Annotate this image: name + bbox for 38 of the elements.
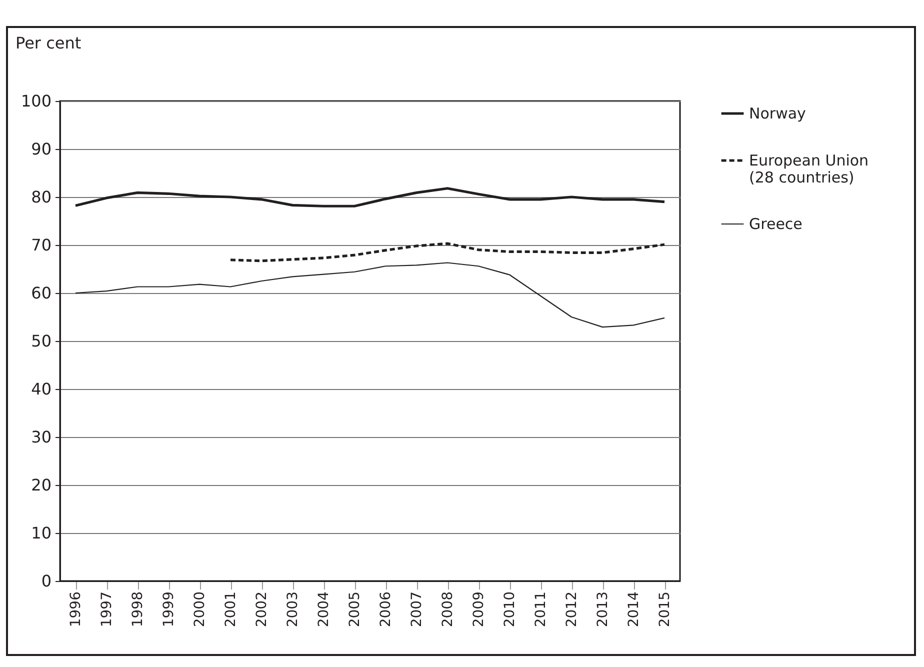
x-tick-label: 1999 <box>161 592 177 628</box>
y-tick-label: 70 <box>31 236 52 254</box>
y-tick-label: 10 <box>31 524 52 542</box>
x-tick-label: 2008 <box>440 592 456 628</box>
x-tick-label: 1997 <box>99 592 115 628</box>
y-tick-label: 0 <box>41 572 52 590</box>
y-tick-label: 50 <box>31 332 52 350</box>
x-tick-label: 2015 <box>657 592 673 628</box>
legend-label: Greece <box>749 215 802 233</box>
x-tick-label: 1996 <box>68 591 84 628</box>
y-tick-label: 90 <box>31 140 52 158</box>
y-tick-label: 30 <box>31 428 52 446</box>
x-tick-label: 2000 <box>192 592 208 628</box>
x-tick-label: 2004 <box>316 591 332 628</box>
legend-label: European Union (28 countries) <box>749 152 869 186</box>
x-tick-label: 2002 <box>254 592 270 628</box>
y-tick-label: 80 <box>31 188 52 206</box>
x-tick-label: 2006 <box>378 591 394 628</box>
line-series <box>74 187 666 208</box>
x-tick-label: 2013 <box>595 592 611 628</box>
x-tick-label: 2003 <box>285 592 301 628</box>
y-axis-title: Per cent <box>16 34 82 52</box>
y-tick-label: 20 <box>31 476 52 494</box>
x-tick-label: 2011 <box>533 592 549 628</box>
legend-label: Norway <box>749 104 806 122</box>
line-series <box>229 242 666 262</box>
x-tick-label: 2009 <box>471 592 487 628</box>
x-tick-label: 2001 <box>223 592 239 628</box>
y-tick-label: 60 <box>31 284 52 302</box>
x-tick-label: 2007 <box>409 592 425 628</box>
y-tick-label: 100 <box>20 92 52 110</box>
line-series <box>74 262 666 328</box>
y-tick-label: 40 <box>31 380 52 398</box>
x-tick-label: 2005 <box>347 592 363 628</box>
x-tick-label: 2012 <box>564 592 580 628</box>
x-tick-label: 1998 <box>130 592 146 628</box>
x-tick-label: 2010 <box>502 592 518 628</box>
x-tick-label: 2014 <box>626 591 642 628</box>
